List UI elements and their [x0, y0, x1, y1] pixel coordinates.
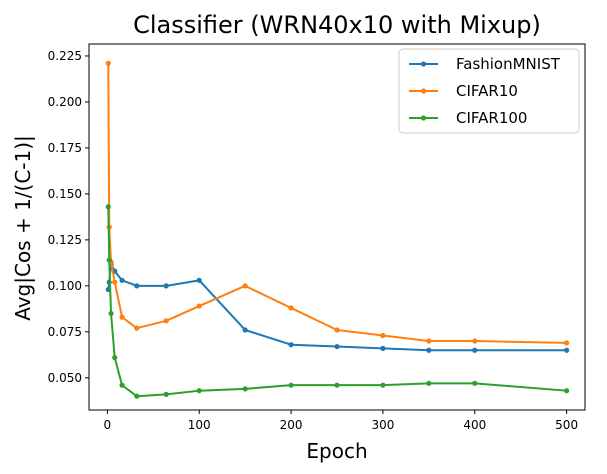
y-tick-label: 0.175 [48, 141, 82, 155]
x-tick-label: 300 [371, 418, 394, 432]
x-tick-label: 100 [188, 418, 211, 432]
data-point-cifar10 [472, 338, 478, 344]
data-point-cifar10 [112, 279, 118, 285]
legend: FashionMNIST CIFAR10 CIFAR100 [398, 48, 580, 134]
y-tick-label: 0.050 [48, 371, 82, 385]
data-point-cifar100 [108, 310, 114, 317]
series-line-cifar100 [107, 205, 568, 398]
x-tick-label: 500 [555, 418, 578, 432]
legend-marker-fashionmnist [420, 61, 427, 67]
data-point-cifar100 [334, 382, 340, 388]
data-point-fashionmnist [119, 277, 125, 283]
y-tick-label: 0.075 [48, 325, 82, 339]
x-tick-label: 400 [463, 418, 486, 432]
data-point-fashionmnist [334, 343, 340, 350]
series-layer [105, 60, 570, 399]
legend-box [398, 48, 580, 134]
data-point-cifar10 [196, 303, 202, 309]
data-point-cifar100 [119, 382, 125, 388]
y-tick-label: 0.150 [48, 187, 82, 201]
y-tick-label: 0.100 [48, 279, 82, 293]
x-tick-label: 0 [104, 418, 112, 432]
plot-frame [88, 43, 586, 411]
legend-item-fashionmnist: FashionMNIST [409, 55, 561, 73]
data-point-cifar10 [134, 325, 140, 331]
legend-label-fashionmnist: FashionMNIST [456, 55, 561, 73]
y-tick-label: 0.200 [48, 95, 82, 109]
series-cifar10 [105, 60, 570, 346]
x-tick-label: 200 [280, 418, 303, 432]
data-point-cifar10 [105, 60, 111, 66]
data-point-cifar100 [288, 382, 294, 388]
chart-title: Classifier (WRN40x10 with Mixup) [133, 11, 541, 39]
legend-label-cifar10: CIFAR10 [456, 82, 518, 100]
data-point-cifar100 [564, 388, 570, 394]
x-axis-title: Epoch [306, 439, 367, 463]
data-point-fashionmnist [163, 283, 169, 289]
data-point-fashionmnist [426, 347, 432, 353]
data-point-fashionmnist [288, 342, 294, 348]
data-point-cifar100 [426, 380, 432, 386]
data-point-cifar10 [288, 305, 294, 311]
data-point-cifar10 [163, 318, 169, 324]
y-tick-label: 0.125 [48, 233, 82, 247]
data-point-fashionmnist [242, 327, 248, 333]
axes: 0 100 200 300 400 500 0.050 0.075 0.100 0.125 0.15… [48, 43, 586, 432]
series-line-fashionmnist [107, 262, 568, 352]
legend-marker-cifar100 [420, 115, 427, 121]
data-point-cifar100 [380, 382, 386, 388]
data-point-fashionmnist [472, 347, 478, 353]
y-axis-title: Avg|Cos + 1/(C-1)| [11, 135, 35, 321]
data-point-cifar100 [242, 386, 248, 392]
data-point-fashionmnist [196, 277, 202, 283]
data-point-cifar100 [472, 380, 478, 386]
series-cifar100 [105, 204, 570, 399]
legend-marker-cifar10 [420, 88, 427, 94]
data-point-cifar10 [119, 314, 125, 320]
data-point-cifar10 [334, 327, 340, 333]
legend-item-cifar10: CIFAR10 [409, 82, 518, 100]
data-point-cifar100 [112, 354, 118, 361]
data-point-cifar100 [105, 204, 111, 210]
legend-label-cifar100: CIFAR100 [456, 109, 527, 127]
legend-item-cifar100: CIFAR100 [409, 109, 527, 127]
data-point-cifar10 [564, 340, 570, 346]
data-point-cifar10 [380, 332, 386, 339]
data-point-cifar100 [106, 257, 112, 263]
data-point-fashionmnist [564, 347, 570, 353]
data-point-cifar10 [426, 338, 432, 344]
y-tick-label: 0.225 [48, 49, 82, 63]
series-fashionmnist [105, 261, 570, 353]
data-point-cifar100 [163, 391, 169, 397]
data-point-fashionmnist [380, 345, 386, 351]
data-point-cifar100 [196, 388, 202, 394]
data-point-fashionmnist [134, 283, 140, 289]
data-point-cifar10 [242, 283, 248, 289]
data-point-cifar100 [134, 393, 140, 399]
